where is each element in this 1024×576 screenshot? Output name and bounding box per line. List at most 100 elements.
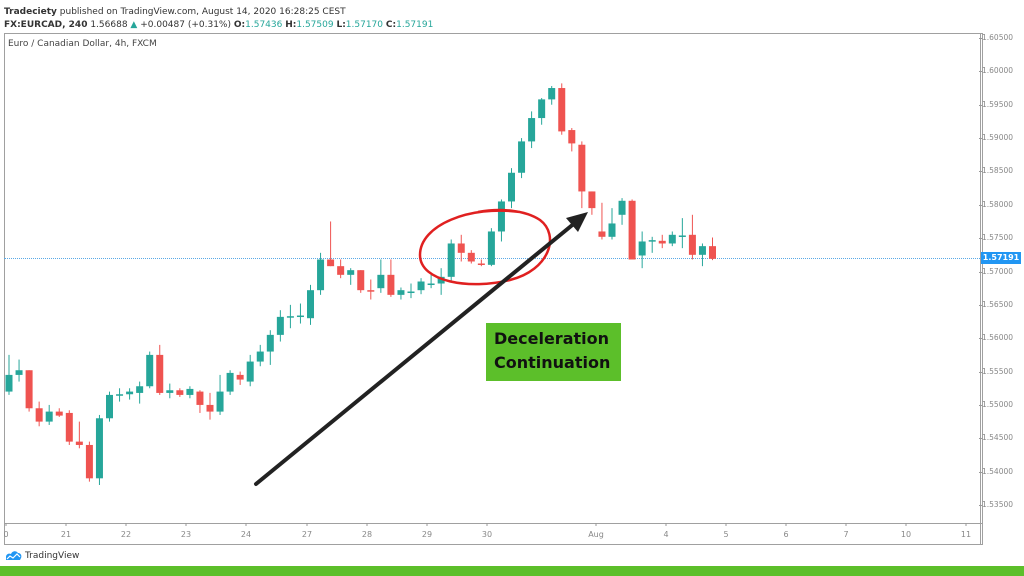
candle[interactable] <box>85 441 93 482</box>
candle[interactable] <box>638 231 646 269</box>
price-tick: 1.58000 <box>978 199 1014 209</box>
candle[interactable] <box>397 287 405 300</box>
time-tick: 11 <box>960 530 972 539</box>
candle[interactable] <box>246 354 254 387</box>
candle[interactable] <box>276 310 284 342</box>
price-tick: 1.55500 <box>978 366 1014 376</box>
candle[interactable] <box>709 237 716 261</box>
candle[interactable] <box>337 259 345 279</box>
candle[interactable] <box>618 198 626 225</box>
candle[interactable] <box>548 86 556 105</box>
annotation-box: Deceleration Continuation <box>486 323 621 381</box>
candle[interactable] <box>437 268 445 295</box>
highlight-ellipse <box>418 208 552 286</box>
candle[interactable] <box>447 239 455 282</box>
candle[interactable] <box>648 236 656 253</box>
candle[interactable] <box>55 408 63 417</box>
candle[interactable] <box>608 208 616 240</box>
high-label: H: <box>285 20 297 30</box>
candle[interactable] <box>146 351 154 389</box>
chart-frame <box>4 33 983 545</box>
candle[interactable] <box>196 390 204 413</box>
candle[interactable] <box>106 391 113 422</box>
candle[interactable] <box>477 259 485 267</box>
price-tick: 1.54500 <box>978 433 1014 443</box>
candle[interactable] <box>266 330 274 365</box>
candle[interactable] <box>226 370 234 395</box>
time-tick: 21 <box>60 530 72 539</box>
time-tick: 7 <box>843 530 849 539</box>
candle[interactable] <box>407 283 415 299</box>
symbol: FX:EURCAD, 240 <box>4 20 88 30</box>
candle[interactable] <box>357 270 365 293</box>
close-label: C: <box>385 20 397 30</box>
candle[interactable] <box>688 214 696 260</box>
candle[interactable] <box>467 250 475 264</box>
candle[interactable] <box>186 386 194 399</box>
candle[interactable] <box>347 268 355 285</box>
candle[interactable] <box>256 344 264 367</box>
time-tick: 30 <box>481 530 493 539</box>
low-label: L: <box>336 20 346 30</box>
candle[interactable] <box>558 83 566 135</box>
candle[interactable] <box>538 98 546 125</box>
candle[interactable] <box>528 111 536 149</box>
price-tick: 1.57500 <box>978 233 1014 243</box>
time-tick: 23 <box>180 530 192 539</box>
candle[interactable] <box>95 414 103 485</box>
candle[interactable] <box>678 218 686 249</box>
candle[interactable] <box>377 259 385 293</box>
publish-info: Tradeciety published on TradingView.com,… <box>4 7 346 17</box>
candle[interactable] <box>75 421 83 449</box>
candle[interactable] <box>658 234 666 249</box>
candle[interactable] <box>698 243 706 267</box>
candle[interactable] <box>45 404 53 425</box>
candle[interactable] <box>136 381 144 404</box>
candle[interactable] <box>166 383 174 399</box>
candle[interactable] <box>156 344 164 395</box>
time-tick: 10 <box>900 530 912 539</box>
chart-title: Euro / Canadian Dollar, 4h, FXCM <box>8 39 157 49</box>
candle[interactable] <box>296 303 304 324</box>
candle[interactable] <box>65 410 73 445</box>
candle[interactable] <box>236 371 244 385</box>
candle[interactable] <box>35 401 43 427</box>
candle[interactable] <box>487 228 495 267</box>
logo-text: TradingView <box>25 550 80 561</box>
candle[interactable] <box>116 388 124 402</box>
candle[interactable] <box>457 234 465 262</box>
candle[interactable] <box>417 278 425 295</box>
candle[interactable] <box>126 388 134 400</box>
candle[interactable] <box>327 221 335 267</box>
price-tick: 1.59500 <box>978 99 1014 109</box>
candle[interactable] <box>588 191 596 215</box>
candle[interactable] <box>568 128 576 152</box>
candle[interactable] <box>206 392 214 420</box>
candle[interactable] <box>307 284 314 325</box>
candle[interactable] <box>216 374 224 415</box>
candle[interactable] <box>15 359 23 382</box>
candle[interactable] <box>286 304 294 329</box>
candle[interactable] <box>176 388 184 397</box>
price-tick: 1.60000 <box>978 66 1014 76</box>
candle[interactable] <box>668 231 676 247</box>
change: +0.00487 (+0.31%) <box>140 20 231 30</box>
candle[interactable] <box>367 279 375 300</box>
candle[interactable] <box>387 259 395 297</box>
candle[interactable] <box>598 202 606 240</box>
candle[interactable] <box>628 199 636 260</box>
tradingview-logo[interactable]: TradingView <box>4 550 79 561</box>
candle[interactable] <box>578 141 586 209</box>
candle[interactable] <box>317 252 325 295</box>
time-tick: 5 <box>723 530 729 539</box>
candle[interactable] <box>508 168 515 209</box>
candle[interactable] <box>427 274 435 289</box>
open-label: O: <box>233 20 246 30</box>
price-tick: 1.59000 <box>978 133 1014 143</box>
candle[interactable] <box>497 199 505 242</box>
time-tick: 4 <box>663 530 669 539</box>
candle[interactable] <box>518 138 526 179</box>
candle[interactable] <box>25 370 33 412</box>
candle[interactable] <box>5 354 13 395</box>
